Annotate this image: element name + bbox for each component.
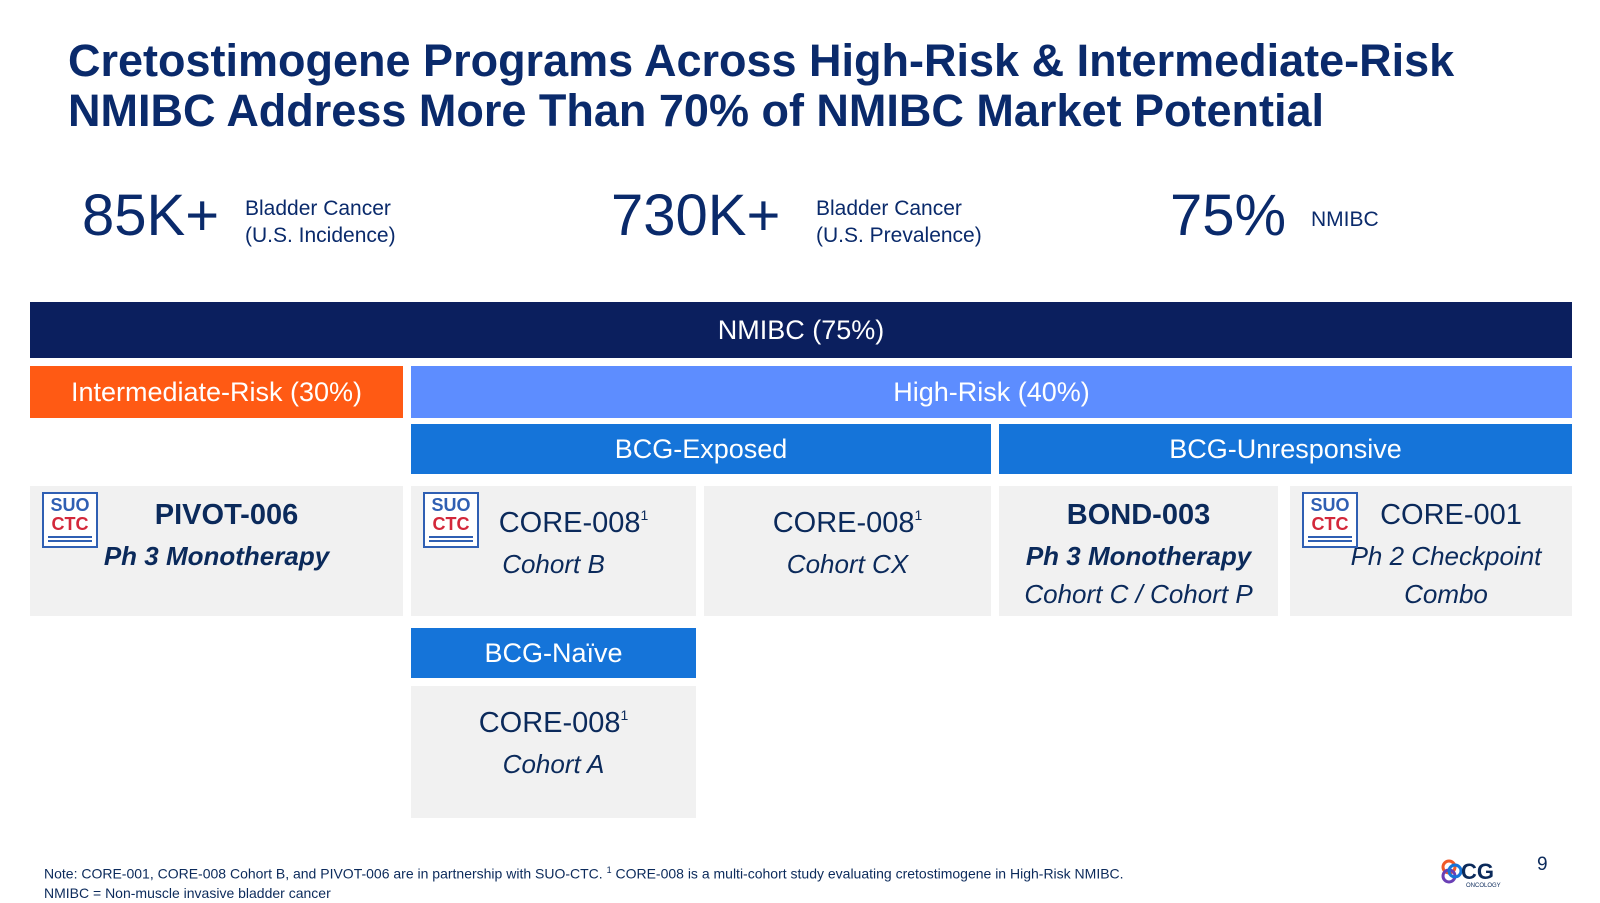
card-title-text: CORE-008 [498, 507, 641, 539]
card-title-text: CORE-008 [478, 707, 621, 739]
card-subtitle: Cohort A [502, 749, 605, 779]
bcg-naive-bar: BCG-Naïve [411, 628, 696, 678]
logo-ctc-text: CTC [432, 514, 470, 534]
suo-ctc-logo: SUO CTC [423, 492, 479, 548]
logo-suo-text: SUO [1310, 495, 1350, 515]
logo-rule [1308, 540, 1352, 542]
stat-incidence-label-2: (U.S. Incidence) [245, 224, 396, 247]
card-core-008-cohort-a: CORE-0081 Cohort A [411, 686, 696, 818]
footnote-marker: 1 [914, 507, 923, 523]
nmibc-bar: NMIBC (75%) [30, 302, 1572, 358]
card-subtitle: Ph 3 Monotherapy [103, 541, 330, 571]
stat-incidence-label: Bladder Cancer (U.S. Incidence) [245, 195, 396, 249]
footnote-text: CORE-008 is a multi-cohort study evaluat… [611, 865, 1124, 882]
footnote-text: Note: CORE-001, CORE-008 Cohort B, and P… [44, 865, 607, 882]
card-bond-003: BOND-003 Ph 3 Monotherapy Cohort C / Coh… [999, 486, 1278, 616]
stat-nmibc-value: 75% [1170, 183, 1287, 248]
card-core-001: SUO CTC CORE-001 Ph 2 Checkpoint Combo [1290, 486, 1572, 616]
footnote-line-1: Note: CORE-001, CORE-008 Cohort B, and P… [44, 861, 1374, 884]
card-subtitle: Ph 2 Checkpoint [1350, 541, 1542, 571]
card-detail: Combo [1404, 579, 1488, 609]
logo-ctc-text: CTC [51, 514, 89, 534]
page-title: Cretostimogene Programs Across High-Risk… [68, 36, 1548, 136]
page-number: 9 [1537, 854, 1548, 875]
card-title: CORE-0081 [411, 498, 696, 540]
footnote-marker: 1 [620, 707, 629, 723]
stat-incidence-value: 85K+ [82, 183, 220, 248]
suo-ctc-logo: SUO CTC [42, 492, 98, 548]
logo-ctc-text: CTC [1311, 514, 1349, 534]
bcg-exposed-bar: BCG-Exposed [411, 424, 991, 474]
card-core-008-cohort-b: SUO CTC CORE-0081 Cohort B [411, 486, 696, 616]
footnote-line-2: NMIBC = Non-muscle invasive bladder canc… [44, 884, 331, 901]
suo-ctc-logo: SUO CTC [1302, 492, 1358, 548]
stat-prevalence-label-2: (U.S. Prevalence) [816, 224, 982, 247]
cg-oncology-logo: CG ONCOLOGY [1440, 855, 1510, 889]
card-subtitle: Ph 3 Monotherapy [1025, 541, 1252, 571]
card-title: BOND-003 [1066, 499, 1211, 531]
title-line-2: NMIBC Address More Than 70% of NMIBC Mar… [68, 85, 1325, 136]
logo-suo-text: SUO [50, 495, 90, 515]
stat-nmibc-label: NMIBC [1311, 208, 1379, 231]
card-pivot-006: SUO CTC PIVOT-006 Ph 3 Monotherapy [30, 486, 403, 616]
stat-incidence-label-1: Bladder Cancer [245, 197, 391, 220]
logo-suo-text: SUO [431, 495, 471, 515]
stat-prevalence-label-1: Bladder Cancer [816, 197, 962, 220]
card-core-008-cohort-cx: CORE-0081 Cohort CX [704, 486, 991, 616]
card-title: CORE-0081 [411, 698, 696, 740]
bcg-unresponsive-bar: BCG-Unresponsive [999, 424, 1572, 474]
brand-text: CG [1461, 859, 1494, 884]
card-subtitle: Cohort CX [786, 549, 909, 579]
footnote-marker: 1 [606, 865, 612, 875]
card-detail: Cohort C / Cohort P [1024, 579, 1253, 609]
card-title: PIVOT-006 [154, 499, 299, 531]
card-title: CORE-0081 [704, 498, 991, 540]
logo-rule [48, 536, 92, 538]
card-title: CORE-001 [1380, 499, 1522, 531]
brand-subtext: ONCOLOGY [1466, 883, 1501, 889]
logo-rule [429, 540, 473, 542]
cg-oncology-logo-mark: CG ONCOLOGY [1441, 859, 1501, 889]
card-subtitle: Cohort B [502, 549, 605, 579]
logo-rule [429, 536, 473, 538]
intermediate-risk-bar: Intermediate-Risk (30%) [30, 366, 403, 418]
stat-prevalence-label: Bladder Cancer (U.S. Prevalence) [816, 195, 982, 249]
logo-rule [48, 540, 92, 542]
card-title-text: CORE-008 [772, 507, 915, 539]
high-risk-bar: High-Risk (40%) [411, 366, 1572, 418]
title-line-1: Cretostimogene Programs Across High-Risk… [68, 35, 1455, 86]
stat-prevalence-value: 730K+ [611, 183, 781, 248]
footnote-marker: 1 [640, 507, 649, 523]
logo-rule [1308, 536, 1352, 538]
footnote: Note: CORE-001, CORE-008 Cohort B, and P… [44, 861, 1374, 903]
